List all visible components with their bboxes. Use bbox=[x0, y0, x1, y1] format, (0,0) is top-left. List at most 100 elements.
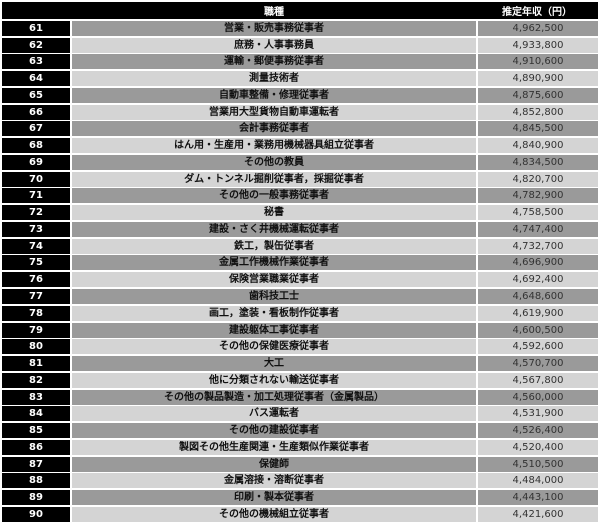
income-cell: 4,758,500 bbox=[478, 205, 598, 221]
occupation-cell: 大工 bbox=[72, 356, 476, 372]
rank-cell: 61 bbox=[2, 20, 70, 36]
occupation-cell: 印刷・製本従事者 bbox=[72, 490, 476, 506]
income-ranking-table: 職種 推定年収（円） 61 営業・販売事務従事者 4,962,500 62 庶務・人事事… bbox=[2, 2, 598, 522]
income-cell: 4,890,900 bbox=[478, 71, 598, 87]
rank-cell: 66 bbox=[2, 104, 70, 120]
rank-cell: 81 bbox=[2, 356, 70, 372]
income-cell: 4,443,100 bbox=[478, 490, 598, 506]
occupation-cell: ダム・トンネル掘削従事者，採掘従事者 bbox=[72, 171, 476, 187]
occupation-cell: 画工，塗装・看板制作従事者 bbox=[72, 305, 476, 321]
occupation-cell: 歯科技工士 bbox=[72, 289, 476, 305]
rank-cell: 78 bbox=[2, 305, 70, 321]
table-row: 67 会計事務従事者 4,845,500 bbox=[2, 121, 598, 137]
occupation-cell: 保健師 bbox=[72, 456, 476, 472]
table-row: 86 製図その他生産関連・生産類似作業従事者 4,520,400 bbox=[2, 439, 598, 455]
table-row: 65 自動車整備・修理従事者 4,875,600 bbox=[2, 87, 598, 103]
table-row: 68 はん用・生産用・業務用機械器具組立従事者 4,840,900 bbox=[2, 138, 598, 154]
table-row: 85 その他の建設従事者 4,526,400 bbox=[2, 423, 598, 439]
income-cell: 4,560,000 bbox=[478, 389, 598, 405]
income-cell: 4,732,700 bbox=[478, 238, 598, 254]
table-row: 63 運輸・郵便事務従事者 4,910,600 bbox=[2, 54, 598, 70]
header-occupation: 職種 bbox=[264, 7, 284, 18]
table-row: 83 その他の製品製造・加工処理従事者（金属製品） 4,560,000 bbox=[2, 389, 598, 405]
rank-cell: 85 bbox=[2, 423, 70, 439]
rank-cell: 63 bbox=[2, 54, 70, 70]
header-income: 推定年収（円） bbox=[502, 7, 572, 18]
rank-cell: 71 bbox=[2, 188, 70, 204]
income-cell: 4,619,900 bbox=[478, 305, 598, 321]
income-cell: 4,484,000 bbox=[478, 473, 598, 489]
income-cell: 4,933,800 bbox=[478, 37, 598, 53]
table-row: 66 営業用大型貨物自動車運転者 4,852,800 bbox=[2, 104, 598, 120]
rank-cell: 86 bbox=[2, 439, 70, 455]
income-cell: 4,567,800 bbox=[478, 372, 598, 388]
table-row: 78 画工，塗装・看板制作従事者 4,619,900 bbox=[2, 305, 598, 321]
rank-cell: 87 bbox=[2, 456, 70, 472]
occupation-cell: その他の教員 bbox=[72, 154, 476, 170]
occupation-cell: 秘書 bbox=[72, 205, 476, 221]
table-row: 64 測量技術者 4,890,900 bbox=[2, 71, 598, 87]
income-cell: 4,531,900 bbox=[478, 406, 598, 422]
table-row: 82 他に分類されない輸送従事者 4,567,800 bbox=[2, 372, 598, 388]
occupation-cell: はん用・生産用・業務用機械器具組立従事者 bbox=[72, 138, 476, 154]
rank-cell: 72 bbox=[2, 205, 70, 221]
occupation-cell: 製図その他生産関連・生産類似作業従事者 bbox=[72, 439, 476, 455]
rank-cell: 75 bbox=[2, 255, 70, 271]
rank-cell: 62 bbox=[2, 37, 70, 53]
rank-cell: 70 bbox=[2, 171, 70, 187]
occupation-cell: その他の保健医療従事者 bbox=[72, 339, 476, 355]
income-cell: 4,875,600 bbox=[478, 87, 598, 103]
rank-cell: 65 bbox=[2, 87, 70, 103]
rank-cell: 77 bbox=[2, 289, 70, 305]
income-cell: 4,520,400 bbox=[478, 439, 598, 455]
table-row: 77 歯科技工士 4,648,600 bbox=[2, 289, 598, 305]
occupation-cell: 建設躯体工事従事者 bbox=[72, 322, 476, 338]
occupation-cell: 営業用大型貨物自動車運転者 bbox=[72, 104, 476, 120]
income-cell: 4,747,400 bbox=[478, 221, 598, 237]
table-row: 61 営業・販売事務従事者 4,962,500 bbox=[2, 20, 598, 36]
rank-cell: 69 bbox=[2, 154, 70, 170]
rank-cell: 64 bbox=[2, 71, 70, 87]
occupation-cell: 金属溶接・溶断従事者 bbox=[72, 473, 476, 489]
table-row: 73 建設・さく井機械運転従事者 4,747,400 bbox=[2, 221, 598, 237]
rank-cell: 79 bbox=[2, 322, 70, 338]
rank-cell: 84 bbox=[2, 406, 70, 422]
income-cell: 4,910,600 bbox=[478, 54, 598, 70]
occupation-cell: 自動車整備・修理従事者 bbox=[72, 87, 476, 103]
table-row: 81 大工 4,570,700 bbox=[2, 356, 598, 372]
table-row: 62 庶務・人事事務員 4,933,800 bbox=[2, 37, 598, 53]
table-row: 75 金属工作機械作業従事者 4,696,900 bbox=[2, 255, 598, 271]
table-row: 89 印刷・製本従事者 4,443,100 bbox=[2, 490, 598, 506]
income-cell: 4,570,700 bbox=[478, 356, 598, 372]
table-row: 79 建設躯体工事従事者 4,600,500 bbox=[2, 322, 598, 338]
income-cell: 4,592,600 bbox=[478, 339, 598, 355]
table-row: 88 金属溶接・溶断従事者 4,484,000 bbox=[2, 473, 598, 489]
occupation-cell: 鉄工，製缶従事者 bbox=[72, 238, 476, 254]
occupation-cell: その他の製品製造・加工処理従事者（金属製品） bbox=[72, 389, 476, 405]
income-cell: 4,600,500 bbox=[478, 322, 598, 338]
rank-cell: 90 bbox=[2, 506, 70, 522]
income-cell: 4,782,900 bbox=[478, 188, 598, 204]
income-cell: 4,845,500 bbox=[478, 121, 598, 137]
rank-cell: 82 bbox=[2, 372, 70, 388]
table-row: 69 その他の教員 4,834,500 bbox=[2, 154, 598, 170]
table-row: 84 バス運転者 4,531,900 bbox=[2, 406, 598, 422]
income-cell: 4,840,900 bbox=[478, 138, 598, 154]
occupation-cell: バス運転者 bbox=[72, 406, 476, 422]
table-row: 80 その他の保健医療従事者 4,592,600 bbox=[2, 339, 598, 355]
occupation-cell: 建設・さく井機械運転従事者 bbox=[72, 221, 476, 237]
occupation-cell: 庶務・人事事務員 bbox=[72, 37, 476, 53]
rank-cell: 73 bbox=[2, 221, 70, 237]
rank-cell: 67 bbox=[2, 121, 70, 137]
income-cell: 4,852,800 bbox=[478, 104, 598, 120]
income-cell: 4,834,500 bbox=[478, 154, 598, 170]
occupation-cell: 会計事務従事者 bbox=[72, 121, 476, 137]
table-row: 72 秘書 4,758,500 bbox=[2, 205, 598, 221]
income-cell: 4,692,400 bbox=[478, 272, 598, 288]
table-row: 70 ダム・トンネル掘削従事者，採掘従事者 4,820,700 bbox=[2, 171, 598, 187]
occupation-cell: その他の一般事務従事者 bbox=[72, 188, 476, 204]
table-row: 71 その他の一般事務従事者 4,782,900 bbox=[2, 188, 598, 204]
income-cell: 4,510,500 bbox=[478, 456, 598, 472]
rank-cell: 80 bbox=[2, 339, 70, 355]
rank-cell: 74 bbox=[2, 238, 70, 254]
